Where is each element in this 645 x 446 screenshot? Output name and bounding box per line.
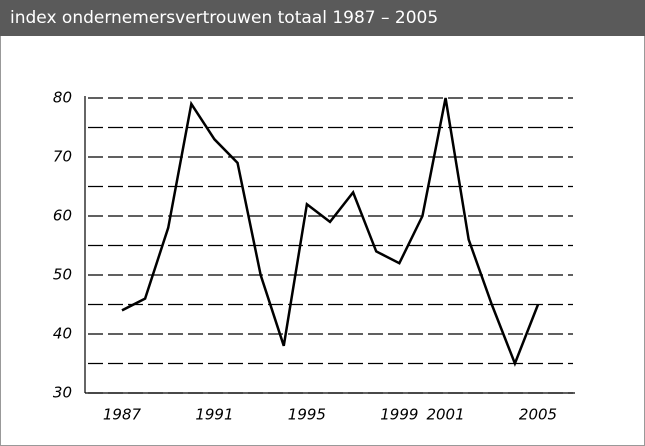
title-bar: [0, 0, 645, 36]
x-tick-label: 2005: [519, 406, 557, 424]
y-tick-label: 40: [53, 325, 72, 343]
y-tick-label: 30: [53, 384, 72, 402]
x-tick-label: 1991: [195, 406, 233, 424]
y-tick-label: 70: [53, 148, 72, 166]
chart-title: index ondernemersvertrouwen totaal 1987 …: [10, 8, 438, 28]
x-tick-label: 1995: [288, 406, 326, 424]
y-tick-label: 50: [53, 266, 72, 284]
x-tick-label: 1999: [380, 406, 418, 424]
data-line: [121, 97, 540, 367]
x-tick-label: 2001: [426, 406, 464, 424]
y-tick-label: 60: [53, 207, 72, 225]
x-tick-label: 1987: [103, 406, 142, 424]
y-tick-label: 80: [53, 89, 72, 107]
